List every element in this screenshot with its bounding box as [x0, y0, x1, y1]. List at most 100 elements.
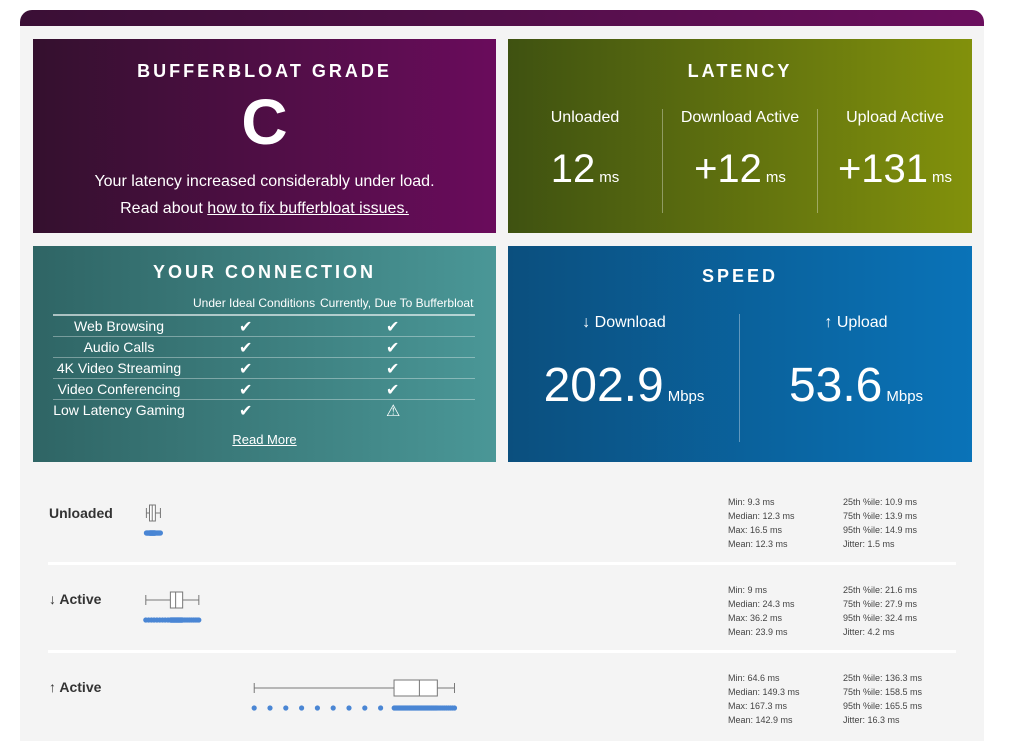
- latency-sample-point: [196, 617, 202, 623]
- stats-left-upload: Min: 64.6 ms Median: 149.3 ms Max: 167.3…: [728, 671, 800, 727]
- latency-label: Download Active: [680, 109, 800, 126]
- latency-unit: ms: [599, 169, 620, 186]
- grade-card: BUFFERBLOAT GRADE C Your latency increas…: [33, 39, 496, 233]
- column-header-ideal: Under Ideal Conditions: [193, 296, 316, 310]
- table-row: 4K Video Streaming ✔ ✔: [53, 357, 475, 378]
- stats-left-download: Min: 9 ms Median: 24.3 ms Max: 36.2 ms M…: [728, 583, 795, 639]
- activity-name: 4K Video Streaming: [56, 360, 182, 376]
- stat-p25: 25th %ile: 136.3 ms: [843, 673, 923, 683]
- latency-sample-point: [251, 705, 257, 711]
- header-bar: [20, 10, 984, 26]
- latency-card: LATENCY Unloaded 12 ms Download Active +1…: [508, 39, 972, 233]
- stat-p95: 95th %ile: 32.4 ms: [843, 613, 918, 623]
- latency-sample-point: [451, 705, 458, 711]
- grade-title: BUFFERBLOAT GRADE: [137, 61, 392, 81]
- latency-upload-active: Upload Active +131 ms: [817, 109, 972, 213]
- read-more-link[interactable]: Read More: [232, 432, 297, 447]
- stat-min: Min: 9.3 ms: [728, 497, 775, 507]
- download-unit: Mbps: [667, 388, 705, 405]
- table-row: Low Latency Gaming ✔ ⚠: [53, 399, 475, 420]
- connection-table: Web Browsing ✔ ✔ Audio Calls ✔ ✔ 4K Vide…: [53, 314, 475, 420]
- stat-mean: Mean: 142.9 ms: [728, 715, 793, 725]
- speed-title: SPEED: [701, 266, 779, 286]
- stat-p75: 75th %ile: 27.9 ms: [843, 599, 918, 609]
- latency-sample-point: [378, 705, 384, 711]
- check-icon: ✔: [386, 382, 400, 399]
- check-icon: ✔: [386, 361, 400, 378]
- latency-sample-point: [330, 705, 336, 711]
- table-row: Web Browsing ✔ ✔: [53, 314, 475, 336]
- upload-value: 53.6: [788, 359, 883, 412]
- stat-mean: Mean: 23.9 ms: [728, 627, 788, 637]
- stat-min: Min: 64.6 ms: [728, 673, 780, 683]
- connection-card: YOUR CONNECTION Under Ideal Conditions C…: [33, 246, 496, 462]
- stat-label-unloaded: Unloaded: [49, 505, 113, 521]
- stat-median: Median: 24.3 ms: [728, 599, 795, 609]
- latency-label: Unloaded: [550, 109, 620, 126]
- connection-title: YOUR CONNECTION: [152, 262, 376, 282]
- stat-jitter: Jitter: 1.5 ms: [843, 539, 895, 549]
- stats-right-upload: 25th %ile: 136.3 ms 75th %ile: 158.5 ms …: [843, 671, 922, 727]
- check-icon: ✔: [239, 361, 253, 378]
- speed-card: SPEED ↓ Download 202.9 Mbps ↑ Upload 53.6…: [508, 246, 972, 462]
- download-speed: ↓ Download 202.9 Mbps: [508, 314, 740, 442]
- stat-max: Max: 36.2 ms: [728, 613, 783, 623]
- upload-speed: ↑ Upload 53.6 Mbps: [740, 314, 972, 442]
- latency-sample-point: [267, 705, 273, 711]
- stat-p25: 25th %ile: 21.6 ms: [843, 585, 918, 595]
- stat-p75: 75th %ile: 158.5 ms: [843, 687, 923, 697]
- stat-median: Median: 149.3 ms: [728, 687, 800, 697]
- stat-mean: Mean: 12.3 ms: [728, 539, 788, 549]
- latency-sample-point: [314, 705, 320, 711]
- stats-right-unloaded: 25th %ile: 10.9 ms 75th %ile: 13.9 ms 95…: [843, 495, 917, 551]
- stat-max: Max: 16.5 ms: [728, 525, 783, 535]
- check-icon: ✔: [239, 340, 253, 357]
- stat-p95: 95th %ile: 165.5 ms: [843, 701, 923, 711]
- stats-left-unloaded: Min: 9.3 ms Median: 12.3 ms Max: 16.5 ms…: [728, 495, 795, 551]
- stat-max: Max: 167.3 ms: [728, 701, 788, 711]
- latency-value: +131: [837, 147, 929, 191]
- download-label: ↓ Download: [582, 314, 666, 331]
- check-icon: ✔: [386, 340, 400, 357]
- warning-icon: ⚠: [386, 403, 401, 420]
- check-icon: ✔: [239, 319, 253, 336]
- latency-sample-point: [362, 705, 368, 711]
- stat-divider: [48, 650, 956, 653]
- latency-sample-point: [346, 705, 352, 711]
- latency-sample-point: [299, 705, 305, 711]
- table-row: Audio Calls ✔ ✔: [53, 336, 475, 357]
- iqr-box: [169, 591, 184, 609]
- stats-right-download: 25th %ile: 21.6 ms 75th %ile: 27.9 ms 95…: [843, 583, 917, 639]
- latency-value: +12: [694, 147, 762, 191]
- iqr-box: [393, 679, 438, 697]
- stat-min: Min: 9 ms: [728, 585, 768, 595]
- stat-jitter: Jitter: 4.2 ms: [843, 627, 895, 637]
- grade-description: Your latency increased considerably unde…: [94, 173, 435, 190]
- latency-unit: ms: [765, 169, 786, 186]
- upload-unit: Mbps: [886, 388, 924, 405]
- fix-bufferbloat-link[interactable]: how to fix bufferbloat issues.: [207, 200, 409, 217]
- grade-letter: C: [241, 86, 288, 158]
- latency-sample-point: [283, 705, 289, 711]
- stat-median: Median: 12.3 ms: [728, 511, 795, 521]
- latency-download-active: Download Active +12 ms: [662, 109, 817, 213]
- check-icon: ✔: [386, 319, 400, 336]
- column-header-current: Currently, Due To Bufferbloat: [320, 296, 474, 310]
- stat-divider: [48, 562, 956, 565]
- stat-label-upload-active: ↑ Active: [49, 679, 102, 695]
- latency-unloaded: Unloaded 12 ms: [508, 109, 662, 213]
- grade-read-prefix: Read about: [120, 200, 208, 217]
- stat-jitter: Jitter: 16.3 ms: [843, 715, 900, 725]
- latency-sample-point: [157, 530, 163, 536]
- stat-p95: 95th %ile: 14.9 ms: [843, 525, 918, 535]
- download-value: 202.9: [543, 359, 664, 412]
- activity-name: Web Browsing: [73, 318, 164, 334]
- stat-label-download-active: ↓ Active: [49, 591, 102, 607]
- activity-name: Video Conferencing: [57, 381, 181, 397]
- latency-value: 12: [550, 147, 596, 191]
- check-icon: ✔: [239, 382, 253, 399]
- activity-name: Audio Calls: [83, 339, 155, 355]
- table-row: Video Conferencing ✔ ✔: [53, 378, 475, 399]
- latency-title: LATENCY: [687, 61, 793, 81]
- check-icon: ✔: [239, 403, 253, 420]
